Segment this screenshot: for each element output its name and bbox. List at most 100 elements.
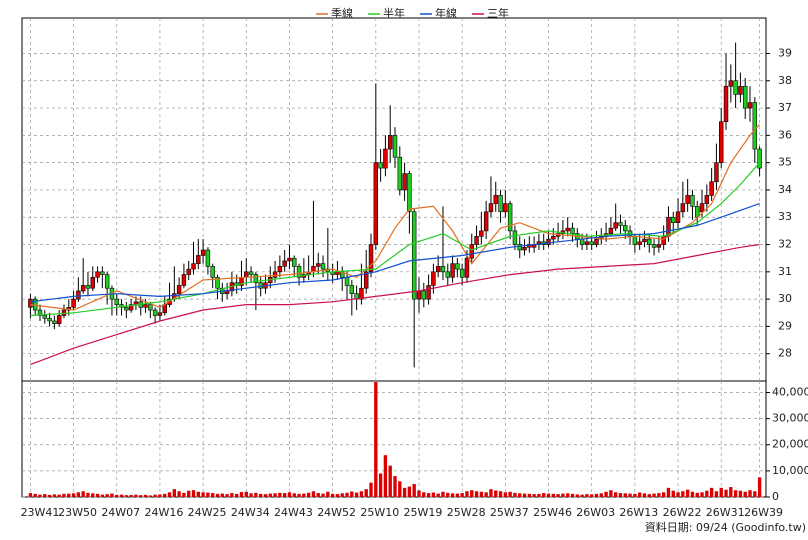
volume-bar xyxy=(714,491,719,497)
candle-body xyxy=(623,225,628,232)
volume-bar xyxy=(330,493,335,497)
volume-bar xyxy=(235,493,239,497)
candle-body xyxy=(435,266,441,273)
volume-bar xyxy=(364,489,368,497)
candle-body xyxy=(450,263,455,278)
volume-bar xyxy=(306,492,311,497)
y-tick-label: 38 xyxy=(778,74,792,87)
volume-bar xyxy=(326,491,330,497)
candle-body xyxy=(483,211,489,232)
volume-bar xyxy=(590,494,594,497)
x-tick-label: 25W10 xyxy=(360,506,399,519)
volume-bar xyxy=(196,491,200,497)
volume-bar xyxy=(407,486,412,497)
volume-bar xyxy=(604,491,608,497)
volume-bar xyxy=(393,476,397,497)
volume-bar xyxy=(374,382,378,497)
volume-bar xyxy=(340,493,344,497)
moving-average-line xyxy=(30,243,760,366)
volume-tick-label: 10,000 xyxy=(772,464,808,477)
candle-body xyxy=(292,257,297,267)
y-tick-label: 36 xyxy=(778,128,792,141)
candle-body xyxy=(464,257,470,278)
candle-body xyxy=(244,271,249,278)
candle-body xyxy=(671,216,676,223)
candle-body xyxy=(632,236,638,245)
candle-body xyxy=(205,249,211,267)
volume-bar xyxy=(187,490,191,497)
volume-bar xyxy=(402,487,407,497)
volume-bar xyxy=(503,492,508,497)
x-tick-label: 26W22 xyxy=(663,506,702,519)
candle-body xyxy=(248,271,254,275)
candle-body xyxy=(349,285,355,294)
volume-bar xyxy=(705,490,709,497)
candle-body xyxy=(152,309,158,316)
volume-bar xyxy=(561,493,565,497)
volume-bar xyxy=(609,490,613,497)
candle-body xyxy=(80,285,86,292)
candle-body xyxy=(148,304,153,311)
volume-bar xyxy=(580,494,584,497)
volume-bar xyxy=(254,492,258,497)
x-tick-label: 25W19 xyxy=(404,506,443,519)
volume-bar xyxy=(316,493,320,497)
y-tick-label: 35 xyxy=(778,156,792,169)
volume-bar xyxy=(753,491,757,497)
volume-bar xyxy=(412,483,416,497)
volume-bar xyxy=(148,495,153,497)
volume-bar xyxy=(695,492,699,497)
volume-bar xyxy=(335,494,340,497)
candle-body xyxy=(128,304,134,311)
volume-bar xyxy=(292,493,296,497)
candle-body xyxy=(296,266,302,278)
volume-bar xyxy=(278,492,282,497)
volume-bar xyxy=(398,481,402,497)
candle-body xyxy=(335,271,340,275)
volume-bar xyxy=(518,493,522,497)
volume-bar xyxy=(201,492,205,497)
moving-average-line xyxy=(30,203,760,303)
candle-body xyxy=(104,274,110,289)
volume-bar xyxy=(105,494,109,497)
candle-body xyxy=(479,230,484,237)
volume-bar xyxy=(733,490,738,497)
volume-bar xyxy=(522,493,527,497)
candle-body xyxy=(416,290,422,300)
x-tick-label: 25W46 xyxy=(533,506,572,519)
volume-bar xyxy=(618,493,623,497)
candle-body xyxy=(747,102,753,109)
candle-body xyxy=(512,230,518,245)
volume-bar xyxy=(230,493,234,497)
x-tick-label: 24W16 xyxy=(144,506,183,519)
volume-bar xyxy=(211,493,215,497)
volume-bar xyxy=(263,494,268,497)
volume-bar xyxy=(388,465,392,497)
candle-body xyxy=(695,206,700,218)
candle-body xyxy=(28,298,33,308)
volume-bar xyxy=(637,492,642,497)
candle-body xyxy=(690,195,695,207)
volume-bar xyxy=(738,490,743,497)
volume-bar xyxy=(465,491,469,497)
candle-body xyxy=(287,257,292,262)
volume-bar xyxy=(182,492,186,497)
volume-bar xyxy=(249,493,253,497)
candle-body xyxy=(651,244,657,248)
candle-body xyxy=(618,222,623,226)
x-tick-label: 26W39 xyxy=(744,506,783,519)
candle-body xyxy=(47,317,52,322)
volume-tick-label: 0 xyxy=(772,490,779,503)
volume-bar xyxy=(542,493,546,497)
volume-bar xyxy=(527,493,532,497)
volume-bar xyxy=(206,492,210,497)
volume-bar xyxy=(215,493,220,497)
candle-body xyxy=(661,236,666,245)
legend-label: 三年 xyxy=(487,6,509,20)
volume-bar xyxy=(642,493,647,497)
candle-body xyxy=(565,227,570,232)
candle-body xyxy=(517,244,522,251)
candle-body xyxy=(407,173,412,213)
